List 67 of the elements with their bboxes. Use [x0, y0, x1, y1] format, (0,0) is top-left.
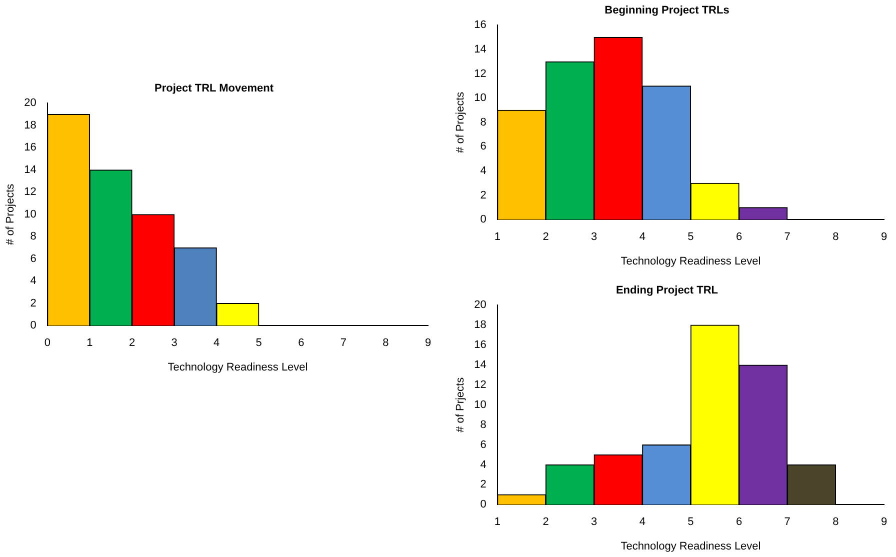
x-tick-label: 4 — [214, 337, 220, 350]
y-tick-label: 16 — [474, 339, 486, 352]
x-tick-label: 7 — [784, 231, 790, 244]
y-tick-label: 2 — [480, 189, 486, 202]
x-tick-label: 4 — [639, 231, 646, 244]
y-tick-label: 0 — [30, 320, 36, 332]
x-tick-label: 1 — [86, 337, 93, 350]
x-tick-label: 7 — [784, 516, 790, 528]
y-tick-label: 18 — [24, 119, 36, 132]
x-tick-label: 2 — [542, 231, 549, 244]
x-tick-label: 8 — [832, 516, 839, 528]
x-tick-label: 1 — [494, 516, 500, 528]
x-tick-label: 5 — [256, 337, 262, 350]
y-tick-label: 16 — [474, 19, 486, 32]
y-tick-label: 0 — [480, 214, 486, 226]
x-tick-label: 7 — [340, 337, 346, 350]
y-tick-label: 6 — [480, 438, 486, 451]
y-tick-label: 4 — [480, 458, 486, 471]
y-axis-title: # of Projects — [454, 91, 467, 153]
y-tick-label: 12 — [474, 378, 486, 391]
x-tick-label: 9 — [880, 231, 888, 244]
x-tick-label: 6 — [298, 337, 304, 350]
y-tick-label: 4 — [30, 275, 36, 288]
x-axis-title: Technology Readiness Level — [620, 540, 761, 552]
x-tick-label: 3 — [591, 231, 598, 244]
chart-title: Project TRL Movement — [154, 82, 274, 95]
y-tick-label: 16 — [24, 142, 36, 154]
x-tick-label: 8 — [382, 337, 389, 350]
x-tick-label: 3 — [591, 516, 598, 528]
y-tick-label: 4 — [480, 165, 486, 178]
y-tick-label: 12 — [474, 68, 486, 80]
x-tick-label: 5 — [688, 516, 694, 528]
x-tick-label: 9 — [424, 337, 432, 350]
y-tick-label: 20 — [474, 299, 486, 312]
y-tick-label: 14 — [24, 164, 36, 176]
y-tick-label: 10 — [474, 398, 486, 411]
y-tick-label: 14 — [474, 44, 486, 56]
x-tick-label: 3 — [171, 337, 178, 350]
x-tick-label: 9 — [880, 516, 888, 528]
chart-title: Ending Project TRL — [616, 284, 718, 297]
x-tick-label: 2 — [128, 337, 136, 350]
x-tick-label: 6 — [736, 516, 742, 528]
x-tick-label: 6 — [736, 231, 742, 244]
y-tick-label: 8 — [480, 418, 486, 431]
y-tick-label: 0 — [480, 498, 486, 511]
x-tick-label: 2 — [542, 516, 549, 528]
y-tick-label: 8 — [480, 116, 486, 128]
chart-title: Beginning Project TRLs — [604, 4, 730, 17]
y-tick-label: 2 — [480, 478, 486, 491]
x-axis-title: Technology Readiness Level — [620, 255, 761, 268]
y-tick-label: 20 — [24, 97, 36, 110]
y-tick-label: 14 — [474, 359, 486, 372]
x-tick-label: 8 — [832, 231, 839, 244]
x-tick-label: 4 — [639, 516, 646, 528]
x-axis-title: Technology Readiness Level — [168, 361, 308, 374]
x-tick-label: 1 — [494, 231, 500, 244]
y-tick-label: 6 — [30, 252, 36, 265]
x-tick-label: 5 — [688, 231, 694, 244]
x-tick-label: 0 — [44, 337, 50, 350]
y-tick-label: 10 — [474, 92, 486, 104]
y-axis-title: # of Prjects — [454, 376, 467, 432]
y-tick-label: 12 — [24, 186, 36, 198]
y-axis-title: # of Projects — [4, 183, 17, 245]
y-tick-label: 10 — [24, 208, 36, 220]
y-tick-label: 2 — [30, 297, 36, 310]
y-tick-label: 18 — [474, 319, 486, 332]
y-tick-label: 6 — [480, 140, 486, 153]
